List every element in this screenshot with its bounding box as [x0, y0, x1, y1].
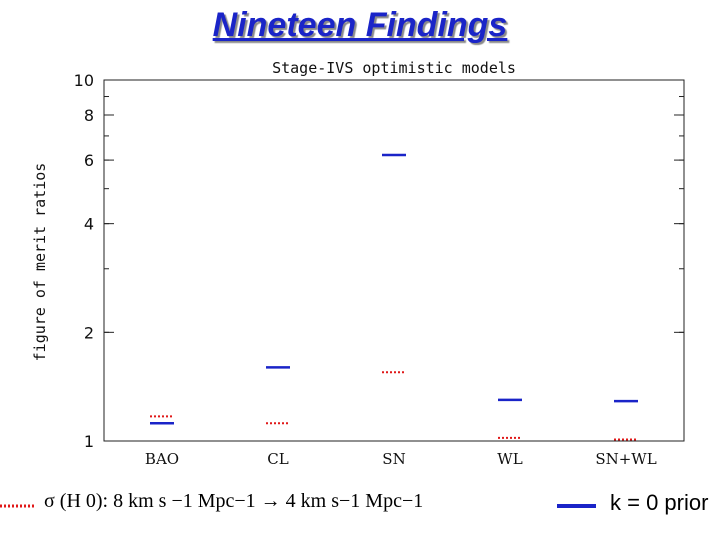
x-tick-label: WL	[497, 450, 522, 468]
legend: σ (H 0): 8 km s −1 Mpc−1 → 4 km s−1 Mpc−…	[0, 488, 720, 522]
legend-label-prior: k = 0 prior	[610, 490, 709, 515]
plot-frame	[103, 79, 685, 442]
y-tick-label: 6	[84, 151, 94, 170]
x-tick-label: SN+WL	[595, 450, 656, 468]
y-tick-label: 8	[84, 106, 94, 125]
x-tick-label: SN	[382, 450, 405, 468]
y-tick-label: 4	[84, 215, 94, 234]
x-tick-label: BAO	[145, 450, 179, 468]
y-axis-label: figure of merit ratios	[31, 163, 49, 362]
legend-label-h0: σ (H 0): 8 km s −1 Mpc−1 → 4 km s−1 Mpc−…	[44, 490, 424, 512]
y-tick-label: 10	[74, 71, 94, 90]
x-tick-label: CL	[267, 450, 288, 468]
y-tick-label: 1	[84, 432, 94, 451]
y-tick-label: 2	[84, 323, 94, 342]
slide-title: Nineteen Findings	[212, 6, 508, 44]
chart-title: Stage-IVS optimistic models	[272, 59, 516, 77]
